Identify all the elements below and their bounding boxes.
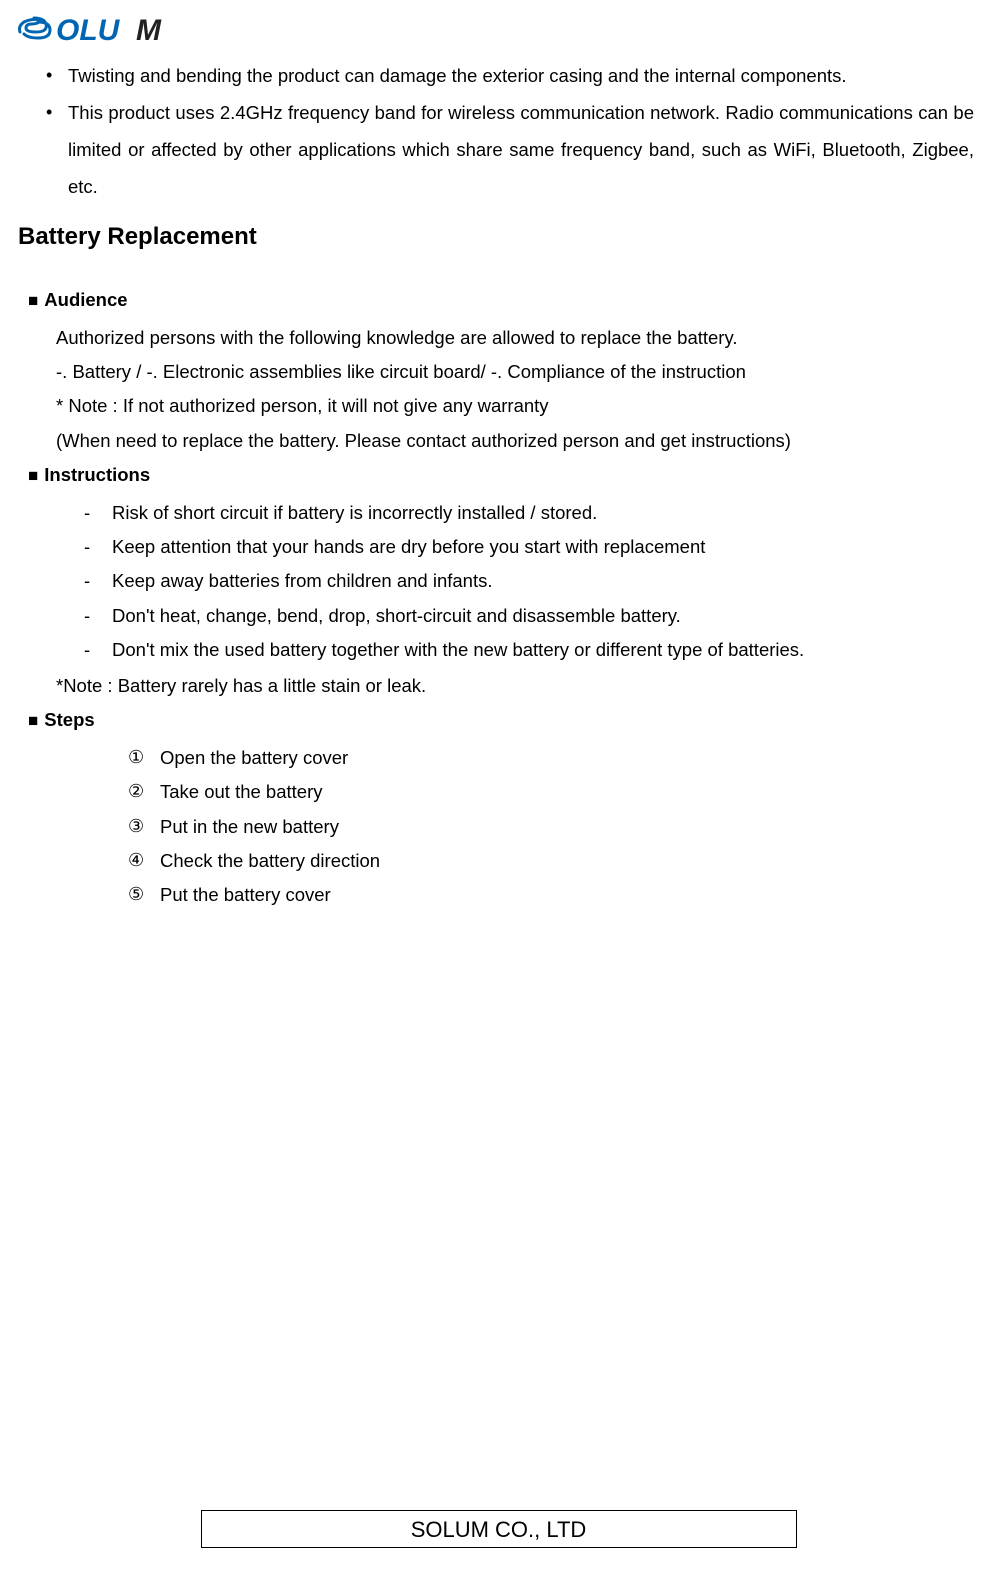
steps-heading: Steps — [28, 709, 979, 731]
step-item-2: ②Take out the battery — [132, 775, 979, 809]
step-marker-2: ② — [128, 775, 144, 808]
step-text-5: Put the battery cover — [160, 884, 331, 905]
main-heading: Battery Replacement — [18, 223, 979, 251]
step-item-4: ④Check the battery direction — [132, 844, 979, 878]
intro-bullet-1: Twisting and bending the product can dam… — [68, 57, 974, 94]
step-item-3: ③Put in the new battery — [132, 810, 979, 844]
step-text-4: Check the battery direction — [160, 850, 380, 871]
instruction-item-4: Don't heat, change, bend, drop, short-ci… — [84, 599, 979, 633]
svg-text:M: M — [136, 14, 162, 46]
footer-company: SOLUM CO., LTD — [201, 1510, 797, 1548]
audience-line-3: * Note : If not authorized person, it wi… — [28, 389, 979, 423]
section-audience: Audience Authorized persons with the fol… — [18, 289, 979, 458]
step-text-3: Put in the new battery — [160, 816, 339, 837]
audience-line-2: -. Battery / -. Electronic assemblies li… — [28, 355, 979, 389]
step-item-1: ①Open the battery cover — [132, 741, 979, 775]
section-steps: Steps ①Open the battery cover ②Take out … — [18, 709, 979, 912]
intro-bullets: Twisting and bending the product can dam… — [18, 57, 979, 205]
step-item-5: ⑤Put the battery cover — [132, 878, 979, 912]
svg-text:OLU: OLU — [56, 14, 121, 46]
step-text-1: Open the battery cover — [160, 747, 348, 768]
instruction-item-5: Don't mix the used battery together with… — [84, 633, 979, 667]
audience-line-1: Authorized persons with the following kn… — [28, 321, 979, 355]
instructions-note: *Note : Battery rarely has a little stai… — [28, 669, 979, 703]
steps-list: ①Open the battery cover ②Take out the ba… — [28, 741, 979, 912]
instruction-item-3: Keep away batteries from children and in… — [84, 564, 979, 598]
instructions-list: Risk of short circuit if battery is inco… — [28, 496, 979, 667]
step-marker-1: ① — [128, 741, 144, 774]
solum-logo-svg: OLU M — [18, 8, 196, 46]
intro-bullet-2: This product uses 2.4GHz frequency band … — [68, 94, 974, 205]
audience-heading: Audience — [28, 289, 979, 311]
step-text-2: Take out the battery — [160, 781, 323, 802]
instructions-heading: Instructions — [28, 464, 979, 486]
logo: OLU M — [18, 0, 979, 57]
step-marker-4: ④ — [128, 844, 144, 877]
instruction-item-2: Keep attention that your hands are dry b… — [84, 530, 979, 564]
audience-line-4: (When need to replace the battery. Pleas… — [28, 424, 979, 458]
instruction-item-1: Risk of short circuit if battery is inco… — [84, 496, 979, 530]
step-marker-5: ⑤ — [128, 878, 144, 911]
step-marker-3: ③ — [128, 810, 144, 843]
section-instructions: Instructions Risk of short circuit if ba… — [18, 464, 979, 703]
